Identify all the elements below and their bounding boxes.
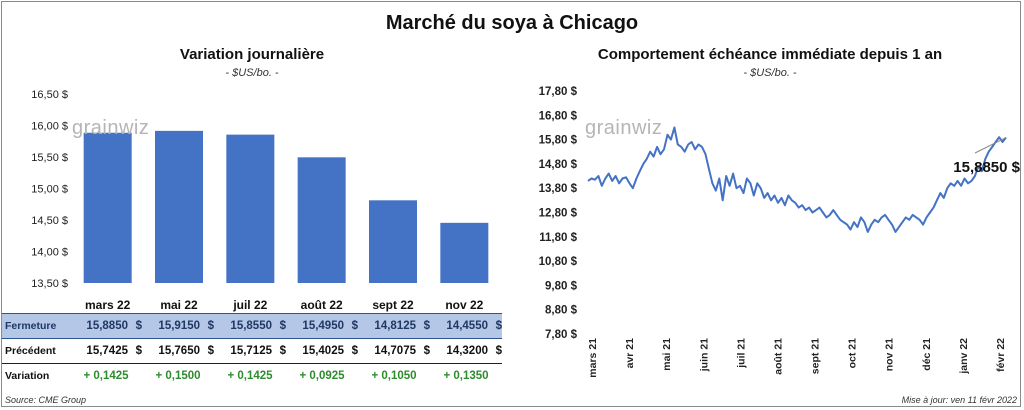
last-value-leader-line (974, 137, 1007, 154)
bar-4 (369, 200, 417, 283)
bar-y-tick-label: 13,50 $ (31, 278, 68, 290)
line-x-tick-label: oct 21 (847, 338, 859, 369)
left-chart-unit: - $US/bo. - (225, 67, 279, 79)
line-x-tick-label: juil 21 (735, 338, 747, 369)
series-line-front-month (587, 126, 1007, 233)
bar-3 (297, 157, 346, 283)
bar-category-label: sept 22 (372, 298, 414, 312)
bar-5 (440, 222, 489, 283)
bar-y-tick-label: 14,00 $ (31, 247, 68, 259)
variation-cell: + 0,0925 (299, 370, 345, 382)
source-note: Source: CME Group (5, 395, 87, 405)
contract-prices-table: Fermeture 15,8850 $ 15,9150 $ 15,8550 $ 15,… (2, 313, 502, 388)
line-x-tick-label: mars 21 (587, 338, 599, 378)
line-y-tick-label: 13,80 $ (539, 183, 578, 195)
bar-category-label: juil 22 (232, 298, 267, 312)
left-chart-subtitle: Variation journalière (179, 46, 325, 63)
line-x-tick-label: nov 21 (884, 338, 896, 371)
bar-0 (83, 132, 132, 283)
line-x-tick-label: janv 22 (958, 338, 970, 375)
watermark-logo-right: grainwiz (585, 117, 663, 139)
line-x-tick-label: sept 21 (810, 338, 822, 374)
table-row-variation: Variation + 0,1425 + 0,1500 + 0,1425 + 0… (2, 364, 502, 389)
bar-y-tick-label: 14,50 $ (31, 215, 68, 227)
close-cell: 15,8850 $ (70, 313, 142, 339)
line-y-tick-label: 10,80 $ (539, 256, 578, 268)
variation-cell: + 0,1425 (227, 370, 273, 382)
close-cell: 15,4950 $ (286, 313, 358, 339)
previous-cell: 15,7650 $ (142, 338, 214, 364)
line-y-tick-label: 7,80 $ (545, 329, 578, 341)
line-y-tick-label: 8,80 $ (545, 305, 578, 317)
variation-cell: + 0,1500 (155, 370, 201, 382)
row-label-variation: Variation (5, 370, 50, 382)
line-x-tick-label: déc 21 (921, 338, 933, 371)
bar-category-label: août 22 (301, 298, 343, 312)
last-value-label: 15,8850 $ (953, 159, 1020, 176)
bar-category-label: mars 22 (85, 298, 131, 312)
table-row-previous: Précédent 15,7425 $ 15,7650 $ 15,7125 $ 15,… (2, 338, 502, 364)
previous-cell: 15,7425 $ (70, 338, 142, 364)
line-y-tick-label: 12,80 $ (539, 208, 578, 220)
close-cell: 15,9150 $ (142, 313, 214, 339)
right-chart-subtitle: Comportement échéance immédiate depuis 1… (597, 46, 943, 63)
bar-1 (155, 130, 203, 283)
line-y-tick-label: 9,80 $ (545, 280, 578, 292)
line-x-tick-label: août 21 (773, 338, 785, 375)
line-y-tick-label: 17,80 $ (539, 86, 578, 98)
right-chart-unit: - $US/bo. - (743, 67, 797, 79)
bar-y-tick-label: 16,50 $ (31, 89, 68, 101)
previous-cell: 15,7125 $ (214, 338, 286, 364)
variation-cell: + 0,1350 (443, 370, 489, 382)
table-row-close: Fermeture 15,8850 $ 15,9150 $ 15,8550 $ 15,… (2, 313, 502, 339)
bar-y-tick-label: 15,00 $ (31, 184, 68, 196)
line-y-tick-label: 14,80 $ (539, 159, 578, 171)
variation-cell: + 0,1050 (371, 370, 417, 382)
close-cell: 15,8550 $ (214, 313, 286, 339)
close-cell: 14,8125 $ (358, 313, 430, 339)
bar-category-label: mai 22 (160, 298, 198, 312)
line-y-tick-label: 16,80 $ (539, 110, 578, 122)
bar-2 (226, 134, 275, 283)
previous-cell: 14,7075 $ (358, 338, 430, 364)
close-cell: 14,4550 $ (430, 313, 502, 339)
bar-category-label: nov 22 (445, 298, 483, 312)
watermark-logo-left: grainwiz (72, 117, 150, 139)
bar-y-tick-label: 16,00 $ (31, 121, 68, 133)
line-y-tick-label: 11,80 $ (539, 232, 577, 244)
bar-y-tick-label: 15,50 $ (31, 152, 68, 164)
line-x-tick-label: juin 21 (698, 338, 710, 372)
page-title: Marché du soya à Chicago (385, 12, 639, 34)
row-label-previous: Précédent (2, 338, 70, 364)
update-note: Mise à jour: ven 11 févr 2022 (901, 395, 1017, 405)
previous-cell: 15,4025 $ (286, 338, 358, 364)
variation-cell: + 0,1425 (83, 370, 129, 382)
line-x-tick-label: avr 21 (624, 338, 636, 369)
previous-cell: 14,3200 $ (430, 338, 502, 364)
row-label-close: Fermeture (2, 313, 70, 339)
line-x-tick-label: mai 21 (661, 338, 673, 371)
line-x-tick-label: févr 22 (995, 338, 1007, 372)
line-y-tick-label: 15,80 $ (539, 135, 578, 147)
